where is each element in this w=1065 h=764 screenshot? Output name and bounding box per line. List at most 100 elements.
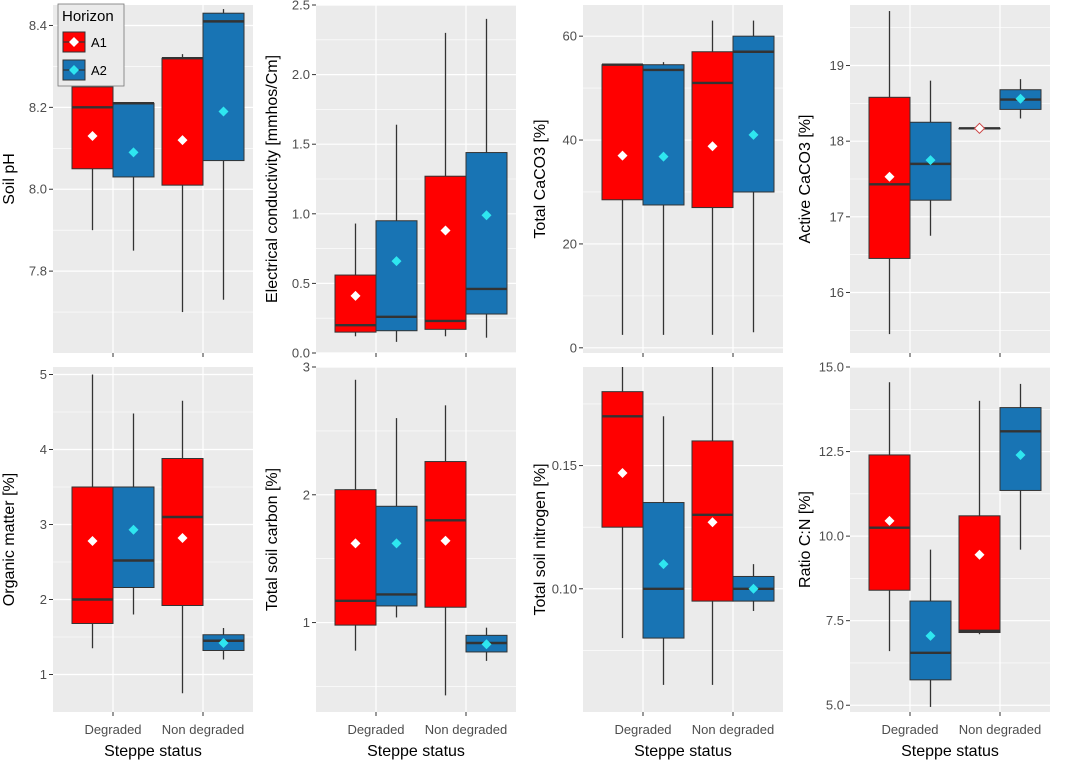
box-body [642,64,685,206]
panel-3: 0 20 40 60 Total CaCO3 [%] [532,5,783,357]
box-A2-non-degraded [732,564,775,611]
legend: Horizon A1 A2 [57,3,125,87]
x-category-label: Degraded [881,722,938,737]
box-A1-non-degraded [424,32,467,337]
y-axis-title: Total soil nitrogen [%] [532,463,549,615]
panel-2: 0.0 0.5 1.0 1.5 2.0 2.5 Electrical conductivit… [264,0,516,361]
y-tick-label: 1 [40,667,47,682]
x-axis-title: Steppe status [901,743,999,760]
box-A2-non-degraded [465,18,508,338]
y-tick-label: 0 [570,340,577,355]
legend-key-mean-marker [69,37,79,47]
panel-7: 0.10 0.15 Degraded Non degraded Steppe statu… [532,367,783,760]
box-body [161,57,204,186]
mean-marker [87,131,98,142]
box-A1-non-degraded [161,400,204,694]
mean-marker [973,122,986,135]
x-category-label: Degraded [84,722,141,737]
y-tick-label: 5 [40,367,47,382]
y-tick-label: 17 [830,209,844,224]
mean-marker [218,106,229,117]
box-A2-non-degraded [999,383,1042,550]
mean-marker [1015,93,1026,104]
box-A1-degraded [601,63,644,335]
y-tick-label: 0.0 [292,346,310,361]
box-body [375,220,418,332]
box-A1-non-degraded [691,367,734,685]
box-A2-degraded [909,549,952,707]
y-tick-label: 16 [830,285,844,300]
mean-marker [658,559,669,570]
box-body [601,391,644,528]
box-A2-degraded [642,416,685,685]
panel-6: 1 2 3 Degraded Non degraded Steppe status Tota… [264,360,516,760]
y-tick-label: 60 [563,29,577,44]
box-body [71,86,114,170]
box-A1-non-degraded [161,54,204,313]
panel-5: 1 2 3 4 5 Degraded Non degraded Steppe status Or… [1,367,253,760]
y-axis-title: Organic matter [%] [1,473,18,606]
box-body [71,486,114,624]
panel-8: 5.0 7.5 10.0 12.5 15.0 Degraded Non degraded St… [797,360,1050,760]
mean-marker [884,171,895,182]
panel-4: 16 17 18 19 Active CaCO3 [%] [797,5,1050,357]
x-axis-title: Steppe status [367,743,465,760]
box-body [958,515,1001,634]
box-A2-degraded [375,124,418,342]
box-body [868,454,911,591]
box-A2-degraded [112,413,155,615]
y-tick-label: 0.15 [552,458,577,473]
mean-marker [617,467,628,478]
mean-marker [350,538,361,549]
box-A1-non-degraded [958,122,1001,135]
box-body [691,51,734,209]
x-category-label: Non degraded [425,722,507,737]
box-body [909,121,952,201]
mean-marker [128,524,139,535]
y-tick-label: 8.0 [29,182,47,197]
x-category-label: Degraded [614,722,671,737]
legend-key-mean-marker [69,65,79,75]
box-A1-degraded [601,367,644,639]
y-tick-label: 2 [303,487,310,502]
box-A1-degraded [334,223,377,337]
y-tick-label: 18 [830,134,844,149]
box-body [112,102,155,178]
box-body [161,458,204,606]
box-A1-degraded [71,374,114,649]
y-tick-label: 8.4 [29,18,47,33]
y-tick-label: 4 [40,442,47,457]
y-axis-title: Electrical conductivity [mmhos/Cm] [264,55,281,303]
box-A2-non-degraded [465,627,508,661]
y-axis-title: Total soil carbon [%] [264,468,281,611]
box-body [375,505,418,607]
box-body [202,12,245,162]
mean-marker [925,155,936,166]
box-A2-degraded [909,80,952,236]
y-tick-label: 3 [303,360,310,375]
mean-marker [748,583,759,594]
y-tick-label: 20 [563,236,577,251]
mean-marker [128,147,139,158]
box-body [334,274,377,333]
box-body [424,175,467,330]
box-A1-degraded [868,382,911,652]
box-body [601,64,644,201]
mean-marker [707,141,718,152]
mean-marker [440,225,451,236]
y-tick-label: 2.5 [292,0,310,13]
box-body [732,35,775,193]
box-A1-degraded [868,11,911,335]
y-axis-title: Total CaCO3 [%] [532,119,549,238]
x-category-label: Non degraded [162,722,244,737]
y-tick-label: 19 [830,58,844,73]
mean-marker [87,536,98,546]
y-tick-label: 7.8 [29,264,47,279]
x-category-label: Degraded [347,722,404,737]
mean-marker [391,538,402,549]
mean-marker [925,630,936,641]
box-A2-non-degraded [202,9,245,300]
y-tick-label: 1 [303,615,310,630]
mean-marker [1015,449,1026,460]
